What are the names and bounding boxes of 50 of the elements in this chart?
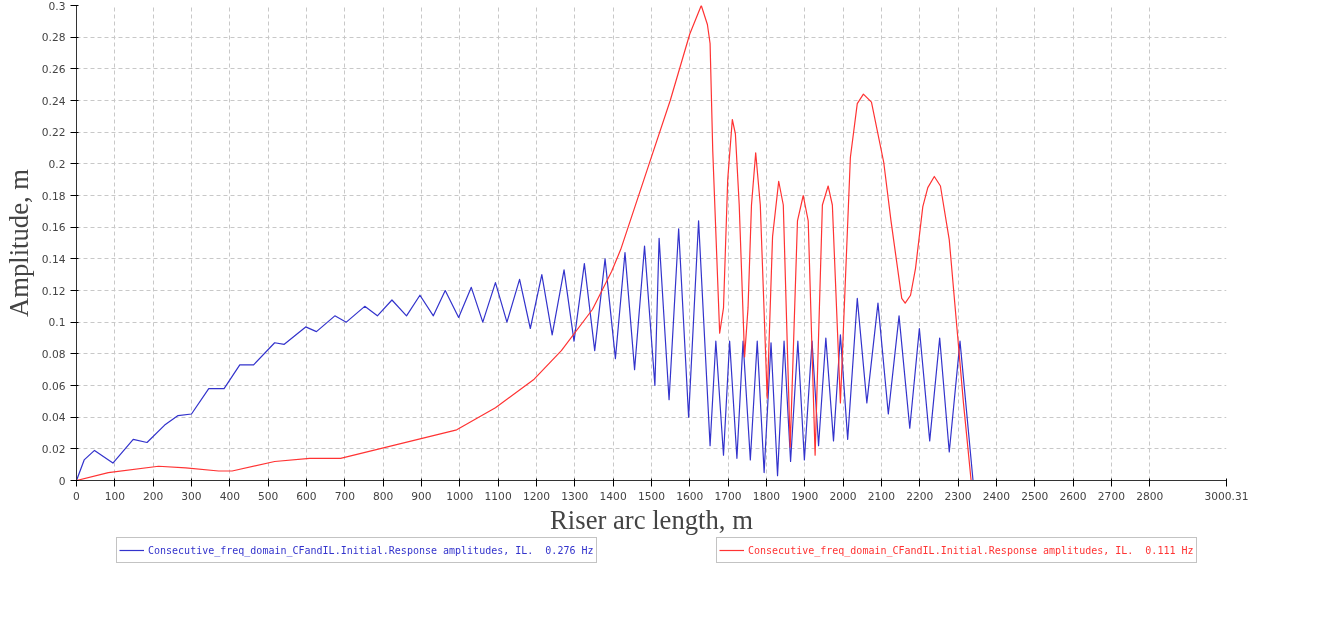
y-tick-label: 0.04: [41, 411, 66, 425]
x-tick-label: 3000.31: [1204, 489, 1249, 503]
y-tick-label: 0.22: [41, 126, 66, 140]
y-tick-label: 0.26: [41, 62, 66, 76]
y-tick-label: 0.28: [41, 31, 66, 45]
x-tick-label: 2700: [1097, 489, 1126, 503]
x-tick-label: 500: [257, 489, 279, 503]
y-tick-label: 0.02: [41, 442, 66, 456]
x-tick-label: 1800: [752, 489, 781, 503]
x-tick-label: 2600: [1059, 489, 1087, 503]
y-tick-label: 0.12: [41, 284, 66, 298]
x-tick-label: 2300: [944, 489, 972, 503]
x-tick-label: 2200: [906, 489, 934, 503]
x-tick-label: 900: [411, 489, 432, 503]
y-tick-label: 0.08: [41, 347, 66, 361]
y-tick-label: 0.24: [41, 94, 66, 108]
y-tick-label: 0.14: [41, 252, 66, 266]
x-tick-label: 100: [104, 489, 126, 503]
x-tick-label: 800: [372, 489, 394, 503]
y-tick-label: 0.2: [48, 157, 66, 171]
x-tick-label: 1700: [714, 489, 742, 503]
x-tick-label: 400: [219, 489, 241, 503]
y-tick-label: 0.1: [48, 316, 66, 330]
x-tick-label: 600: [296, 489, 317, 503]
x-tick-label: 1100: [484, 489, 512, 503]
y-tick-label: 0: [58, 474, 66, 488]
x-axis-title: Riser arc length, m: [550, 504, 754, 535]
y-tick-label: 0.06: [41, 379, 66, 393]
x-tick-label: 2500: [1021, 489, 1049, 503]
y-tick-label: 0.3: [48, 0, 66, 13]
legend-label: Consecutive_freq_domain_CFandIL.Initial.Response amplitudes, IL. 0.111 Hz: [748, 544, 1194, 556]
x-tick-label: 2000: [829, 489, 857, 503]
y-axis-title: Amplitude, m: [3, 168, 34, 318]
x-tick-label: 200: [142, 489, 164, 503]
x-tick-label: 1000: [446, 489, 474, 503]
x-tick-label: 2100: [867, 489, 896, 503]
x-tick-label: 0: [73, 489, 81, 503]
x-tick-label: 700: [334, 489, 356, 503]
x-tick-label: 1300: [561, 489, 589, 503]
x-tick-label: 1500: [637, 489, 666, 503]
x-tick-label: 2400: [982, 489, 1011, 503]
x-tick-label: 1400: [599, 489, 627, 503]
y-tick-label: 0.18: [41, 189, 66, 203]
legend-label: Consecutive_freq_domain_CFandIL.Initial.Response amplitudes, IL. 0.276 Hz: [148, 544, 594, 556]
x-tick-label: 1900: [791, 489, 819, 503]
x-tick-label: 300: [181, 489, 202, 503]
x-tick-label: 1200: [522, 489, 551, 503]
x-tick-label: 2800: [1136, 489, 1164, 503]
y-tick-label: 0.16: [41, 221, 66, 235]
x-tick-label: 1600: [676, 489, 704, 503]
